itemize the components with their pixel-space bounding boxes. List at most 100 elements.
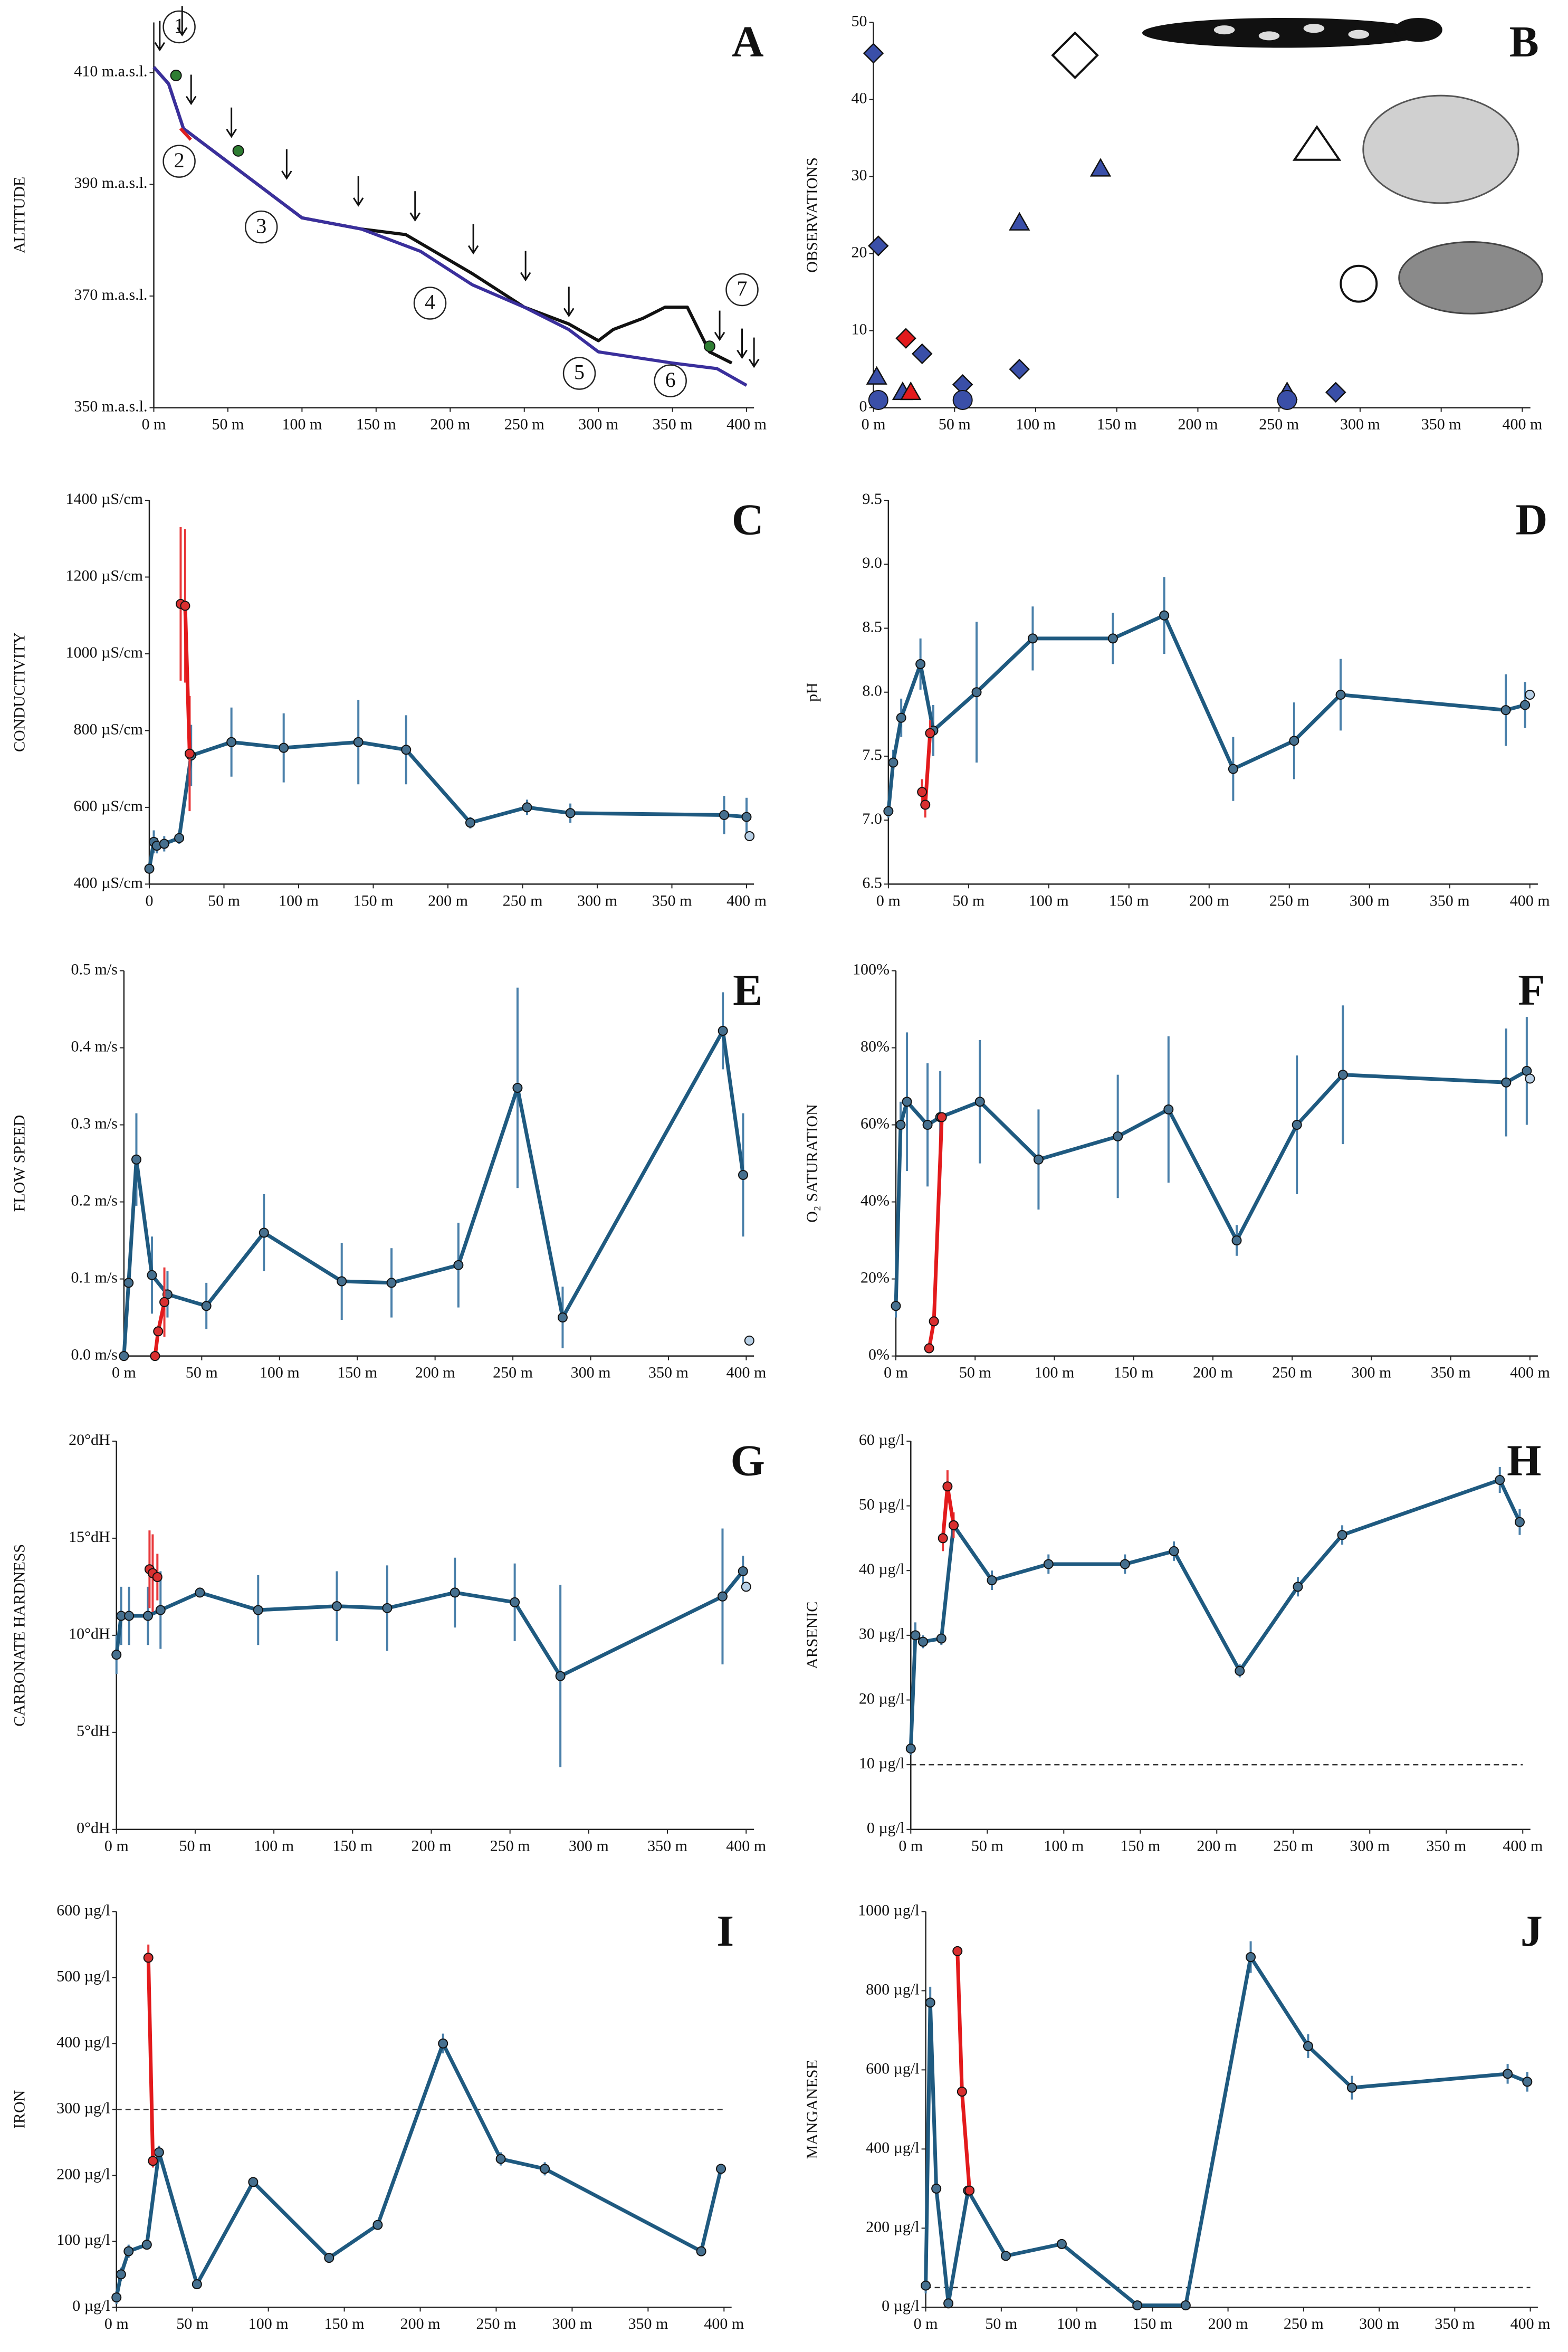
- x-tick-label: 350 m: [653, 415, 693, 433]
- y-tick-label: 0.0 m/s: [71, 1346, 118, 1364]
- circle-marker: [1056, 2239, 1067, 2249]
- circle-marker: [148, 2156, 158, 2166]
- y-tick-label: 600 µg/l: [866, 2060, 919, 2077]
- annotation-circle: [654, 364, 687, 397]
- circle-marker: [111, 2292, 122, 2303]
- x-tick-label: 100 m: [248, 2315, 289, 2332]
- circle-marker: [888, 757, 898, 768]
- x-tick-label: 300 m: [1350, 892, 1390, 909]
- y-tick-label: 0°dH: [77, 1820, 110, 1837]
- x-tick-label: 200 m: [412, 1837, 452, 1855]
- x-tick-label: 100 m: [279, 892, 319, 909]
- annotation-circle: [413, 287, 447, 320]
- y-tick-label: 20 µg/l: [859, 1690, 904, 1707]
- x-tick-label: 400 m: [726, 892, 767, 909]
- y-tick-label: 20%: [861, 1269, 890, 1287]
- x-tick-label: 400 m: [1503, 1837, 1543, 1855]
- y-tick-label: 0.1 m/s: [71, 1269, 118, 1287]
- y-tick-label: 9.0: [862, 554, 882, 572]
- series-line: [152, 66, 748, 387]
- circle-marker: [938, 1533, 948, 1544]
- annotation: 5: [574, 360, 585, 384]
- x-tick-label: 300 m: [577, 892, 617, 909]
- circle-marker: [942, 1481, 953, 1492]
- y-axis-label: O₂ SATURATION: [804, 1104, 821, 1223]
- y-tick-label: 1400 µS/cm: [66, 490, 143, 508]
- circle-marker: [1335, 690, 1346, 700]
- x-tick-label: 350 m: [652, 892, 692, 909]
- circle-marker: [253, 1605, 263, 1615]
- series-line: [909, 1478, 1522, 1749]
- circle-marker: [1246, 1952, 1256, 1963]
- x-tick-label: 0 m: [112, 1364, 136, 1382]
- panel: 0 µg/l 10 µg/l 20 µg/l 30 µg/l 40 µg/l 50 µg/…: [804, 1431, 1543, 1855]
- circle-marker: [696, 2246, 706, 2256]
- series-line: [927, 1117, 944, 1349]
- x-tick-label: 250 m: [1269, 892, 1309, 909]
- x-tick-label: 100 m: [1029, 892, 1069, 909]
- circle-marker: [718, 1025, 728, 1036]
- circle-marker: [382, 1603, 393, 1613]
- x-tick-label: 200 m: [1208, 2315, 1248, 2332]
- arrow: [352, 176, 364, 207]
- x-tick-label: 300 m: [578, 415, 618, 433]
- x-tick-label: 300 m: [1359, 2315, 1399, 2332]
- panel-letter: J: [1521, 1907, 1543, 1956]
- arrow: [467, 224, 479, 255]
- circle-marker: [738, 1566, 748, 1576]
- circle-marker: [131, 1154, 141, 1165]
- arrow: [185, 74, 197, 106]
- y-tick-label: 40 µg/l: [859, 1560, 904, 1578]
- x-tick-label: 100 m: [260, 1364, 300, 1382]
- x-tick-label: 200 m: [1178, 415, 1218, 433]
- circle-marker: [1303, 2041, 1313, 2051]
- panel: 0 µg/l 100 µg/l 200 µg/l 300 µg/l 400 µg/l 50…: [11, 1901, 744, 2332]
- y-tick-label: 0%: [868, 1346, 890, 1364]
- circle-marker: [717, 1591, 728, 1602]
- y-tick-label: 10°dH: [69, 1625, 110, 1643]
- y-tick-label: 300 µg/l: [56, 2099, 110, 2117]
- circle-marker: [1000, 2251, 1011, 2261]
- x-tick-label: 200 m: [400, 2315, 441, 2332]
- series-line: [152, 66, 733, 365]
- x-tick-label: 400 m: [726, 415, 767, 433]
- x-tick-label: 0 m: [104, 1837, 129, 1855]
- circle-marker: [150, 1351, 160, 1361]
- x-tick-label: 100 m: [282, 415, 322, 433]
- panel-letter: H: [1507, 1436, 1541, 1486]
- circle-marker: [883, 806, 894, 816]
- annotation-circle: [725, 273, 759, 307]
- triangle-marker: [900, 381, 922, 401]
- y-tick-label: 800 µS/cm: [74, 720, 143, 738]
- toad: [1398, 241, 1543, 315]
- circle-marker: [1292, 1120, 1302, 1130]
- circle-marker: [1235, 1665, 1245, 1676]
- circle-marker: [931, 2183, 942, 2194]
- circle-marker: [372, 2220, 383, 2230]
- circle-marker: [1525, 1073, 1535, 1084]
- circle-marker: [1120, 1559, 1130, 1569]
- circle-marker: [512, 1082, 523, 1093]
- circle-marker: [891, 1301, 901, 1311]
- x-tick-label: 50 m: [985, 2315, 1017, 2332]
- circle-marker: [1228, 764, 1238, 774]
- panel-letter: B: [1509, 17, 1539, 66]
- diamond-marker: [1325, 382, 1346, 403]
- arrow: [737, 328, 748, 359]
- circle-marker: [1163, 1104, 1174, 1115]
- diamond-marker: [863, 43, 884, 64]
- y-tick-label: 0.3 m/s: [71, 1115, 118, 1132]
- circle-marker: [147, 1270, 157, 1280]
- x-tick-label: 50 m: [939, 415, 971, 433]
- x-tick-label: 250 m: [504, 415, 544, 433]
- circle-marker: [159, 839, 169, 849]
- x-tick-label: 50 m: [959, 1364, 991, 1382]
- y-tick-label: 10: [852, 320, 867, 338]
- y-axis-label: IRON: [11, 2090, 28, 2129]
- salamander-spot: [1303, 24, 1325, 33]
- y-tick-label: 200 µg/l: [56, 2165, 110, 2183]
- x-tick-label: 350 m: [647, 1837, 687, 1855]
- annotation: 2: [174, 148, 185, 172]
- circle-marker: [1033, 1154, 1044, 1165]
- circle-marker: [952, 389, 973, 410]
